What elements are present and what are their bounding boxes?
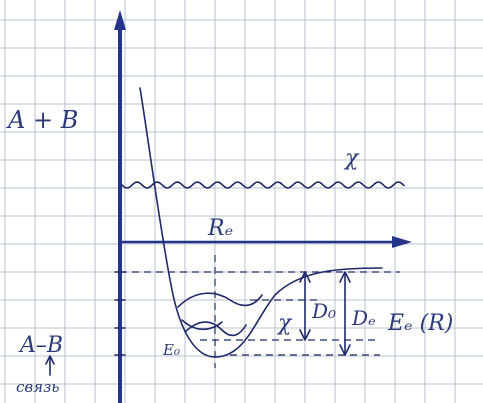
axis-arrow: [392, 236, 412, 248]
grid-paper: [0, 0, 483, 403]
label: E₀: [162, 341, 180, 359]
label: Eₑ (R): [387, 311, 453, 336]
label: A + B: [6, 106, 78, 134]
label: связь: [16, 378, 59, 396]
label: Dₑ: [351, 306, 376, 330]
label: Rₑ: [207, 216, 233, 241]
label: χ: [343, 146, 360, 171]
label: χ: [276, 311, 293, 336]
label: D₀: [311, 299, 336, 323]
diagram: A + B χ Rₑ A–B связь E₀ χ D₀ Dₑ Eₑ (R): [0, 0, 483, 403]
wave-function: [122, 182, 404, 188]
label: A–B: [18, 333, 63, 358]
